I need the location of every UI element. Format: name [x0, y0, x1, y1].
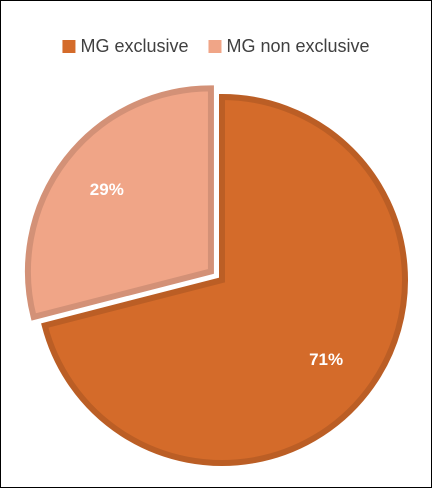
- pie-slice: [41, 93, 408, 466]
- value-label: 71%: [309, 350, 343, 369]
- pie-slice: [24, 85, 214, 321]
- value-label: 29%: [90, 180, 124, 199]
- pie: 71% 29%: [24, 85, 408, 466]
- legend: MG exclusive MG non exclusive: [62, 36, 370, 56]
- legend-swatch: [208, 40, 222, 53]
- legend-label: MG non exclusive: [226, 36, 369, 56]
- legend-label: MG exclusive: [80, 36, 188, 56]
- legend-swatch: [62, 40, 76, 53]
